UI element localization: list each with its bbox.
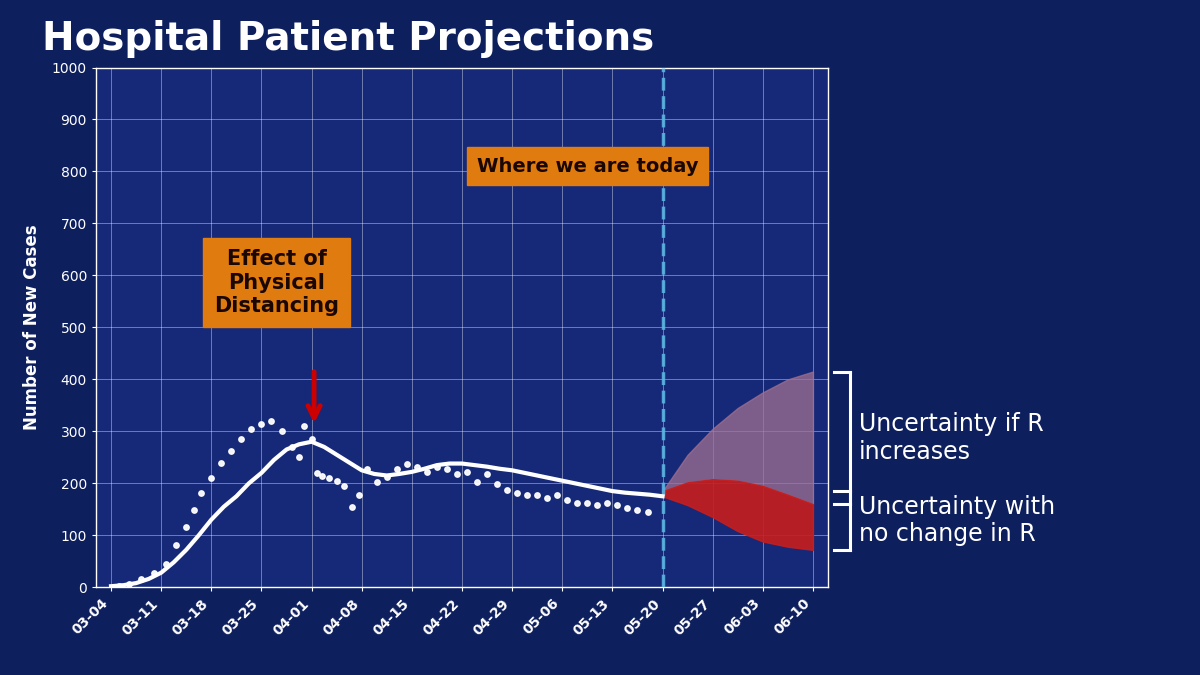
Text: Hospital Patient Projections: Hospital Patient Projections	[42, 20, 654, 58]
Point	[184, 505, 203, 516]
Point	[312, 470, 331, 481]
Point	[508, 487, 527, 498]
Point	[538, 493, 557, 504]
Point	[302, 434, 322, 445]
Point	[468, 477, 487, 487]
Point	[448, 468, 467, 479]
Point	[407, 461, 426, 472]
Point	[487, 479, 506, 490]
Point	[211, 457, 230, 468]
Point	[307, 468, 326, 479]
Y-axis label: Number of New Cases: Number of New Cases	[23, 225, 41, 430]
Point	[349, 489, 368, 500]
Point	[167, 539, 186, 550]
Point	[192, 487, 211, 498]
Point	[232, 434, 251, 445]
Point	[282, 441, 301, 452]
Point	[156, 558, 175, 569]
Point	[252, 418, 271, 429]
Text: Effect of
Physical
Distancing: Effect of Physical Distancing	[214, 249, 338, 316]
Point	[558, 495, 577, 506]
Point	[328, 475, 347, 486]
Point	[437, 463, 456, 474]
Text: Uncertainty with
no change in R: Uncertainty with no change in R	[859, 495, 1055, 546]
Point	[242, 423, 262, 434]
Point	[132, 574, 151, 585]
Point	[568, 497, 587, 508]
Point	[418, 466, 437, 477]
Point	[335, 481, 354, 491]
Point	[319, 472, 338, 483]
Point	[457, 466, 476, 477]
Point	[598, 497, 617, 508]
Point	[427, 461, 446, 472]
Point	[528, 489, 547, 500]
Point	[517, 489, 536, 500]
Point	[628, 505, 647, 516]
Text: Where we are today: Where we are today	[476, 157, 698, 176]
Point	[222, 446, 241, 456]
Point	[342, 502, 361, 512]
Point	[638, 506, 658, 517]
Point	[498, 484, 517, 495]
Point	[388, 463, 407, 474]
Point	[119, 578, 138, 589]
Point	[289, 452, 308, 463]
Point	[202, 472, 221, 483]
Point	[397, 458, 416, 469]
Point	[547, 489, 566, 500]
Point	[109, 580, 128, 591]
Point	[358, 463, 377, 474]
Point	[377, 472, 396, 483]
Point	[618, 503, 637, 514]
Point	[294, 421, 313, 431]
Point	[588, 500, 607, 510]
Point	[367, 477, 386, 487]
Point	[262, 416, 281, 427]
Point	[577, 497, 596, 508]
Point	[608, 500, 628, 510]
Text: Uncertainty if R
increases: Uncertainty if R increases	[859, 412, 1044, 464]
Point	[176, 522, 196, 533]
Point	[478, 468, 497, 479]
Point	[144, 567, 163, 578]
Point	[272, 426, 292, 437]
